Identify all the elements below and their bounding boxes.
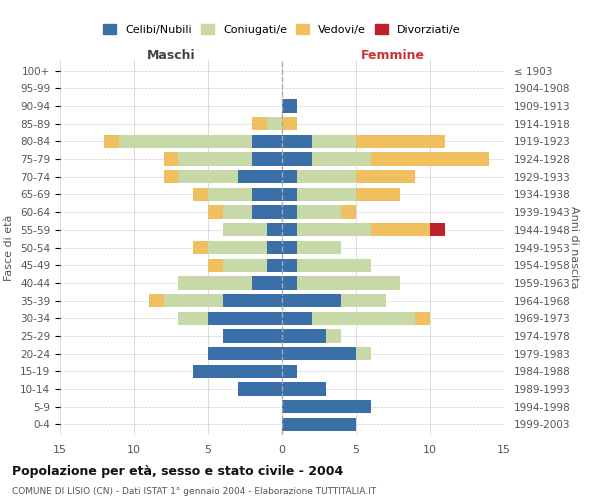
Bar (430, 223, 445, 236)
Bar (311, 134, 356, 148)
Text: Femmine: Femmine (361, 49, 425, 62)
Bar (282, 134, 311, 148)
Bar (282, 170, 297, 183)
Bar (371, 223, 430, 236)
Y-axis label: Fasce di età: Fasce di età (4, 214, 14, 280)
Bar (193, 188, 208, 201)
Text: COMUNE DI LISIO (CN) - Dati ISTAT 1° gennaio 2004 - Elaborazione TUTTITALIA.IT: COMUNE DI LISIO (CN) - Dati ISTAT 1° gen… (12, 488, 376, 496)
Bar (238, 382, 282, 396)
Bar (341, 294, 386, 307)
Bar (164, 294, 223, 307)
Bar (253, 117, 267, 130)
Y-axis label: Anni di nascita: Anni di nascita (569, 206, 579, 289)
Bar (282, 117, 297, 130)
Bar (253, 188, 282, 201)
Bar (371, 152, 489, 166)
Bar (297, 223, 371, 236)
Bar (208, 258, 223, 272)
Bar (253, 206, 282, 219)
Bar (282, 364, 297, 378)
Legend: Celibi/Nubili, Coniugati/e, Vedovi/e, Divorziati/e: Celibi/Nubili, Coniugati/e, Vedovi/e, Di… (103, 24, 461, 35)
Bar (282, 294, 341, 307)
Bar (297, 206, 341, 219)
Bar (178, 170, 238, 183)
Bar (282, 188, 297, 201)
Bar (104, 134, 119, 148)
Bar (223, 258, 267, 272)
Bar (223, 206, 253, 219)
Bar (341, 206, 356, 219)
Bar (253, 276, 282, 289)
Bar (311, 312, 415, 325)
Bar (178, 152, 253, 166)
Bar (282, 312, 311, 325)
Bar (282, 241, 297, 254)
Bar (208, 312, 282, 325)
Bar (267, 258, 282, 272)
Bar (356, 134, 445, 148)
Bar (282, 418, 356, 431)
Bar (282, 206, 297, 219)
Bar (208, 206, 223, 219)
Bar (208, 347, 282, 360)
Bar (311, 152, 371, 166)
Bar (282, 382, 326, 396)
Bar (415, 312, 430, 325)
Bar (282, 152, 311, 166)
Bar (282, 100, 297, 112)
Bar (178, 312, 208, 325)
Bar (223, 223, 267, 236)
Bar (297, 241, 341, 254)
Bar (282, 400, 371, 413)
Bar (356, 347, 371, 360)
Bar (149, 294, 164, 307)
Bar (193, 241, 208, 254)
Bar (178, 276, 253, 289)
Text: Maschi: Maschi (146, 49, 196, 62)
Bar (297, 188, 356, 201)
Bar (193, 364, 282, 378)
Bar (253, 134, 282, 148)
Bar (282, 223, 297, 236)
Bar (267, 241, 282, 254)
Bar (253, 152, 282, 166)
Bar (223, 294, 282, 307)
Bar (164, 152, 178, 166)
Bar (208, 241, 267, 254)
Bar (208, 188, 253, 201)
Bar (297, 258, 371, 272)
Bar (267, 223, 282, 236)
Bar (164, 170, 178, 183)
Bar (356, 170, 415, 183)
Bar (282, 276, 297, 289)
Bar (119, 134, 253, 148)
Bar (267, 117, 282, 130)
Bar (282, 330, 326, 342)
Bar (238, 170, 282, 183)
Bar (223, 330, 282, 342)
Bar (356, 188, 400, 201)
Bar (297, 276, 400, 289)
Text: Popolazione per età, sesso e stato civile - 2004: Popolazione per età, sesso e stato civil… (12, 465, 343, 478)
Bar (282, 347, 356, 360)
Bar (326, 330, 341, 342)
Bar (297, 170, 356, 183)
Bar (282, 258, 297, 272)
